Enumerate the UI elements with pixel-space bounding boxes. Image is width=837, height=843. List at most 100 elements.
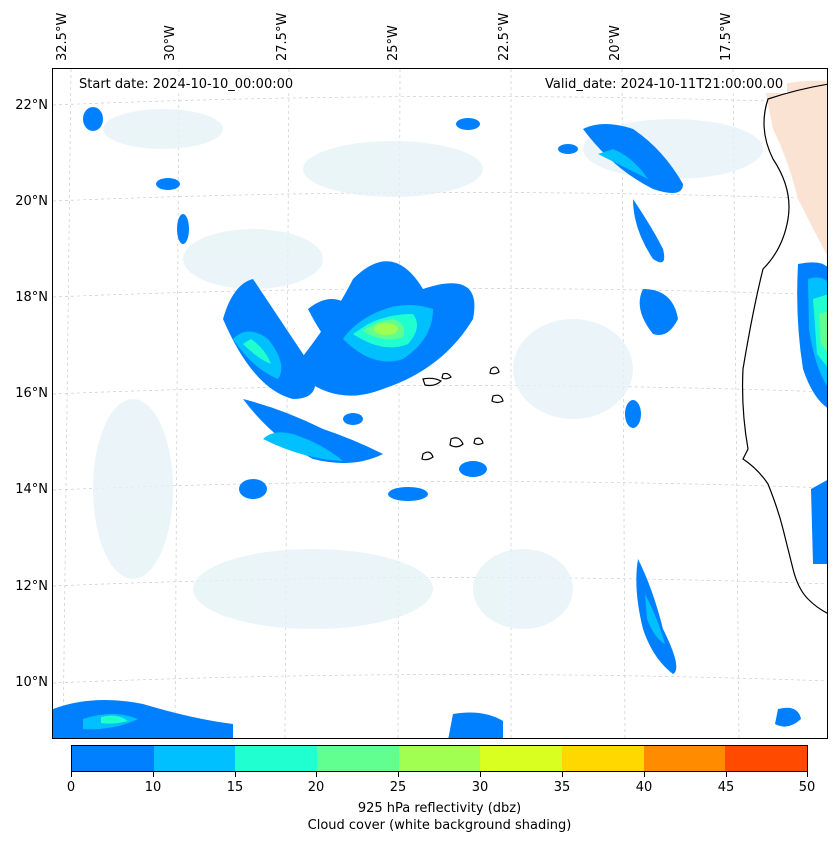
- echo-cell: [343, 413, 363, 425]
- echo-cell: [558, 144, 578, 154]
- colorbar-tick-label: 30: [471, 780, 489, 795]
- colorbar-swatch-35-40: [562, 746, 644, 771]
- colorbar-swatch-0-10: [72, 746, 154, 771]
- colorbar-swatch-40-45: [643, 746, 726, 771]
- reflectivity-10-15: [83, 149, 827, 730]
- echo-cell: [775, 707, 801, 727]
- cloud-patch: [303, 141, 483, 197]
- gridline-lon: [621, 69, 626, 738]
- echo-cell: [308, 299, 367, 369]
- cloud-patch: [513, 319, 633, 419]
- map-canvas: [53, 69, 827, 738]
- colorbar-swatch-20-25: [317, 746, 399, 771]
- gridline-lat: [53, 577, 827, 587]
- island-cape-verde: [473, 437, 484, 446]
- echo-cell: [223, 279, 316, 399]
- map-panel: [52, 68, 828, 739]
- reflectivity-15-20: [101, 294, 827, 724]
- cloud-patch: [473, 549, 573, 629]
- reflectivity-25-30: [374, 323, 398, 335]
- echo-cell: [625, 400, 641, 428]
- colorbar-swatch-15-20: [235, 746, 318, 771]
- colorbar-tick-label: 0: [66, 780, 76, 795]
- colorbar-sublabel: Cloud cover (white background shading): [307, 818, 572, 833]
- valid-date-label: Valid_date: 2024-10-11T21:00:00.00: [541, 76, 788, 93]
- coastline-africa: [741, 83, 827, 614]
- coastlines: [421, 83, 827, 614]
- lon-label-20w: 20°W: [608, 25, 623, 61]
- gridline-lat: [53, 192, 827, 202]
- gridline-lat: [53, 674, 827, 684]
- colorbar-tick-label: 25: [389, 780, 407, 795]
- echo-cell: [83, 107, 103, 131]
- colorbar: [71, 745, 808, 772]
- gridline-lon: [397, 69, 401, 738]
- cloud-patch: [103, 109, 223, 149]
- gridline-lon: [284, 69, 290, 738]
- echo-cell: [633, 199, 665, 263]
- echo-cell: [819, 311, 827, 352]
- island-cape-verde: [441, 372, 452, 380]
- colorbar-tick-label: 10: [144, 780, 162, 795]
- colorbar-tick-label: 40: [635, 780, 653, 795]
- lon-label-32-5w: 32.5°W: [55, 12, 70, 61]
- colorbar-swatch-10-15: [153, 746, 236, 771]
- colorbar-tick-label: 20: [307, 780, 325, 795]
- land-shading: [765, 80, 827, 256]
- island-cape-verde: [422, 377, 443, 387]
- lon-label-17-5w: 17.5°W: [719, 12, 734, 61]
- colorbar-tick-label: 15: [226, 780, 244, 795]
- echo-cell: [53, 700, 233, 738]
- gridline-lon: [62, 69, 72, 738]
- lon-label-25w: 25°W: [386, 25, 401, 61]
- echo-cell: [636, 559, 677, 674]
- colorbar-label: 925 hPa reflectivity (dbz): [357, 801, 522, 816]
- island-cape-verde: [491, 394, 504, 404]
- echo-cell: [374, 323, 398, 335]
- reflectivity-0-10: [53, 107, 827, 738]
- lat-label-20n: 20°N: [15, 194, 48, 209]
- echo-cell: [263, 432, 343, 461]
- colorbar-swatch-25-30: [398, 746, 481, 771]
- echo-cell: [388, 487, 428, 501]
- echo-cell: [459, 461, 487, 477]
- lon-label-30w: 30°W: [163, 25, 178, 61]
- echo-cell: [243, 339, 271, 364]
- echo-cell: [239, 479, 267, 499]
- gridline-lat: [53, 96, 827, 106]
- cloud-patch: [93, 399, 173, 579]
- gridline-lat: [53, 385, 827, 395]
- lat-label-10n: 10°N: [15, 675, 48, 690]
- echo-cell: [811, 480, 827, 564]
- echo-cell: [101, 715, 128, 724]
- lat-label-12n: 12°N: [15, 579, 48, 594]
- lat-label-18n: 18°N: [15, 290, 48, 305]
- echo-cell: [598, 149, 648, 179]
- gridline-lon: [732, 69, 740, 738]
- cloud-patch: [183, 229, 323, 289]
- colorbar-swatch-45-50: [725, 746, 808, 771]
- lat-label-22n: 22°N: [15, 98, 48, 113]
- lat-label-14n: 14°N: [15, 482, 48, 497]
- echo-cell: [243, 399, 383, 463]
- echo-cell: [645, 594, 665, 644]
- gridline-lat: [53, 288, 827, 298]
- island-cape-verde: [421, 451, 434, 461]
- gridline-lon: [174, 69, 180, 738]
- lon-label-22-5w: 22.5°W: [497, 12, 512, 61]
- echo-cell: [177, 214, 189, 244]
- island-cape-verde: [449, 437, 464, 448]
- colorbar-tick-label: 45: [717, 780, 735, 795]
- echo-cell: [156, 178, 180, 190]
- start-date-label: Start date: 2024-10-10_00:00:00: [75, 76, 298, 93]
- echo-cell: [583, 124, 683, 193]
- echo-cell: [456, 118, 480, 130]
- colorbar-tick-label: 50: [798, 780, 816, 795]
- echo-cell: [639, 289, 678, 335]
- cloud-patch: [193, 549, 433, 629]
- echo-cell: [813, 294, 827, 367]
- island-cape-verde: [489, 366, 500, 375]
- lat-label-16n: 16°N: [15, 386, 48, 401]
- colorbar-tick-label: 35: [553, 780, 571, 795]
- lon-label-27-5w: 27.5°W: [275, 12, 290, 61]
